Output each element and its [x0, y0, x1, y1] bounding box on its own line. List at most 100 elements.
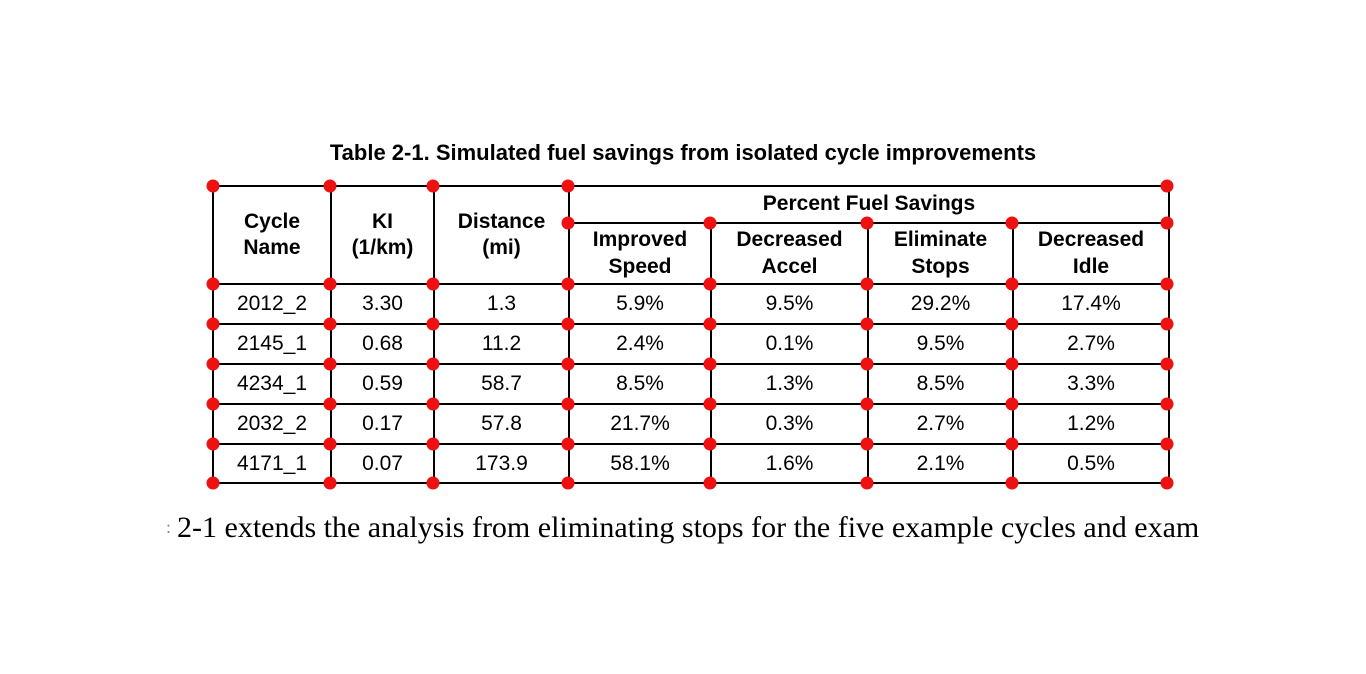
cell-ki: 3.30: [330, 283, 435, 325]
header-decreased-accel: Decreased Accel: [710, 222, 869, 285]
cell-decreased-idle: 2.7%: [1012, 323, 1170, 365]
cell-improved-speed: 2.4%: [568, 323, 712, 365]
cell-eliminate-stops: 2.1%: [867, 443, 1014, 484]
grid-intersection-dot: [1005, 216, 1019, 230]
grid-intersection-dot: [860, 437, 874, 451]
cell-ki: 0.17: [330, 403, 435, 445]
cell-improved-speed: 21.7%: [568, 403, 712, 445]
cell-decreased-idle: 1.2%: [1012, 403, 1170, 445]
grid-intersection-dot: [206, 317, 220, 331]
cell-decreased-idle: 0.5%: [1012, 443, 1170, 484]
grid-intersection-dot: [426, 277, 440, 291]
grid-intersection-dot: [703, 357, 717, 371]
table-row: 4171_1 0.07 173.9 58.1% 1.6% 2.1% 0.5%: [212, 443, 1170, 484]
cell-improved-speed: 8.5%: [568, 363, 712, 405]
cell-distance: 58.7: [433, 363, 570, 405]
cell-ki: 0.68: [330, 323, 435, 365]
grid-intersection-dot: [426, 476, 440, 490]
grid-intersection-dot: [860, 357, 874, 371]
grid-intersection-dot: [1160, 277, 1174, 291]
grid-intersection-dot: [703, 397, 717, 411]
cell-eliminate-stops: 2.7%: [867, 403, 1014, 445]
grid-intersection-dot: [1005, 476, 1019, 490]
cell-eliminate-stops: 8.5%: [867, 363, 1014, 405]
cell-cycle-name: 2012_2: [212, 283, 332, 325]
grid-intersection-dot: [1005, 277, 1019, 291]
grid-intersection-dot: [561, 277, 575, 291]
cell-distance: 1.3: [433, 283, 570, 325]
header-distance: Distance (mi): [433, 185, 570, 285]
body-text: :2-1 extends the analysis from eliminati…: [166, 511, 1199, 545]
fuel-savings-table: Cycle Name KI (1/km) Distance (mi) Perce…: [212, 185, 1170, 484]
cell-decreased-accel: 1.6%: [710, 443, 869, 484]
header-cycle-name: Cycle Name: [212, 185, 332, 285]
table-row: 4234_1 0.59 58.7 8.5% 1.3% 8.5% 3.3%: [212, 363, 1170, 405]
grid-intersection-dot: [323, 277, 337, 291]
header-improved-speed: Improved Speed: [568, 222, 712, 285]
grid-intersection-dot: [1160, 216, 1174, 230]
table-row: 2032_2 0.17 57.8 21.7% 0.3% 2.7% 1.2%: [212, 403, 1170, 445]
grid-intersection-dot: [860, 216, 874, 230]
header-eliminate-stops: Eliminate Stops: [867, 222, 1014, 285]
grid-intersection-dot: [206, 476, 220, 490]
cell-eliminate-stops: 29.2%: [867, 283, 1014, 325]
grid-intersection-dot: [860, 397, 874, 411]
cell-decreased-idle: 3.3%: [1012, 363, 1170, 405]
grid-intersection-dot: [1005, 397, 1019, 411]
cell-decreased-accel: 9.5%: [710, 283, 869, 325]
grid-intersection-dot: [561, 476, 575, 490]
cell-cycle-name: 4234_1: [212, 363, 332, 405]
grid-intersection-dot: [206, 277, 220, 291]
grid-intersection-dot: [703, 317, 717, 331]
cell-improved-speed: 5.9%: [568, 283, 712, 325]
grid-intersection-dot: [323, 476, 337, 490]
grid-intersection-dot: [1005, 317, 1019, 331]
cell-ki: 0.59: [330, 363, 435, 405]
header-decreased-idle: Decreased Idle: [1012, 222, 1170, 285]
cell-cycle-name: 4171_1: [212, 443, 332, 484]
grid-intersection-dot: [860, 277, 874, 291]
cell-decreased-accel: 0.3%: [710, 403, 869, 445]
grid-intersection-dot: [1005, 437, 1019, 451]
grid-intersection-dot: [323, 357, 337, 371]
grid-intersection-dot: [1160, 397, 1174, 411]
grid-intersection-dot: [703, 437, 717, 451]
cell-distance: 11.2: [433, 323, 570, 365]
cell-eliminate-stops: 9.5%: [867, 323, 1014, 365]
grid-intersection-dot: [561, 317, 575, 331]
grid-intersection-dot: [426, 397, 440, 411]
grid-intersection-dot: [1160, 476, 1174, 490]
cell-decreased-accel: 1.3%: [710, 363, 869, 405]
grid-intersection-dot: [426, 179, 440, 193]
grid-intersection-dot: [323, 437, 337, 451]
clipped-text-fragment: :: [166, 517, 172, 537]
grid-intersection-dot: [561, 216, 575, 230]
cell-distance: 173.9: [433, 443, 570, 484]
grid-intersection-dot: [206, 357, 220, 371]
grid-intersection-dot: [703, 277, 717, 291]
grid-intersection-dot: [703, 216, 717, 230]
grid-intersection-dot: [561, 179, 575, 193]
cell-improved-speed: 58.1%: [568, 443, 712, 484]
grid-intersection-dot: [323, 397, 337, 411]
grid-intersection-dot: [323, 179, 337, 193]
cell-ki: 0.07: [330, 443, 435, 484]
cell-cycle-name: 2145_1: [212, 323, 332, 365]
table-row: 2012_2 3.30 1.3 5.9% 9.5% 29.2% 17.4%: [212, 283, 1170, 325]
grid-intersection-dot: [426, 357, 440, 371]
grid-intersection-dot: [561, 397, 575, 411]
cell-distance: 57.8: [433, 403, 570, 445]
grid-intersection-dot: [1160, 437, 1174, 451]
grid-intersection-dot: [1160, 317, 1174, 331]
cell-decreased-idle: 17.4%: [1012, 283, 1170, 325]
grid-intersection-dot: [206, 179, 220, 193]
grid-intersection-dot: [426, 437, 440, 451]
grid-intersection-dot: [426, 317, 440, 331]
grid-intersection-dot: [703, 476, 717, 490]
grid-intersection-dot: [323, 317, 337, 331]
table-caption: Table 2-1. Simulated fuel savings from i…: [329, 140, 1037, 165]
body-text-content: 2-1 extends the analysis from eliminatin…: [177, 511, 1200, 544]
grid-intersection-dot: [1160, 179, 1174, 193]
cell-cycle-name: 2032_2: [212, 403, 332, 445]
